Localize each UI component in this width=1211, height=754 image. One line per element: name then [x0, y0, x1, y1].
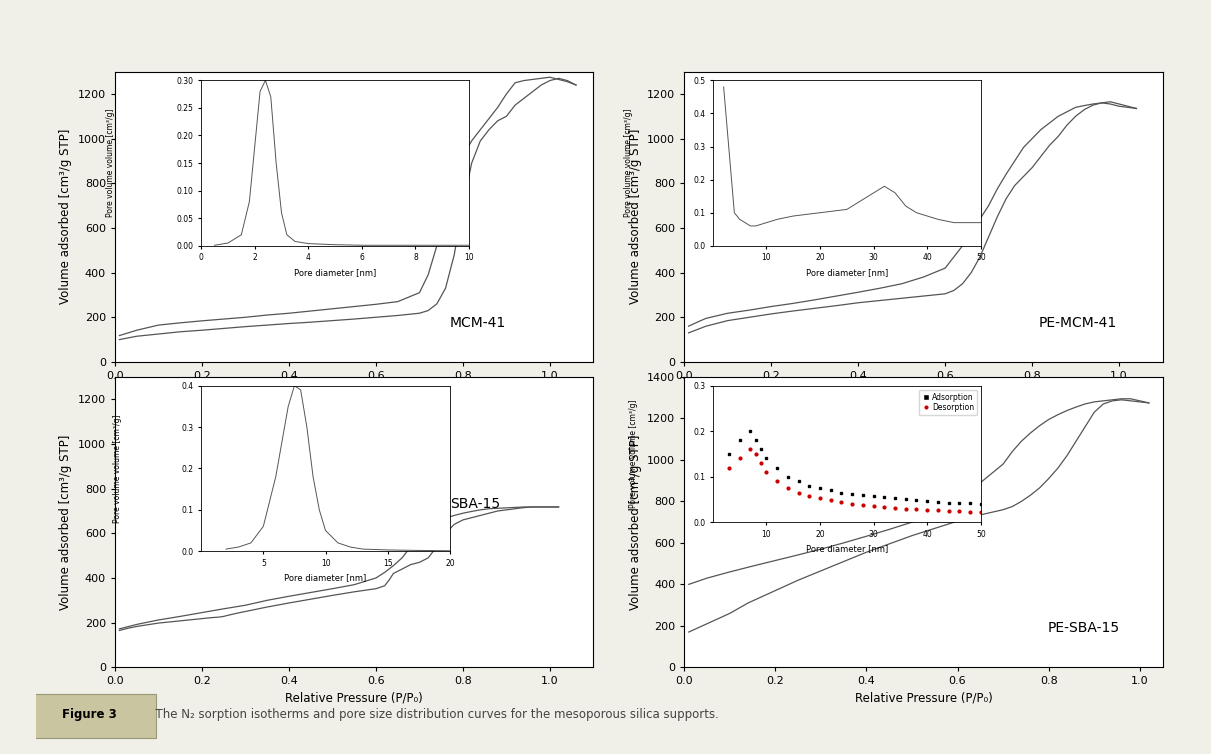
X-axis label: Relative Pressure (P/P₀): Relative Pressure (P/P₀) [855, 387, 992, 400]
Text: PE-MCM-41: PE-MCM-41 [1038, 316, 1117, 330]
Text: MCM-41: MCM-41 [449, 316, 506, 330]
Y-axis label: Volume adsorbed [cm³/g STP]: Volume adsorbed [cm³/g STP] [629, 434, 642, 610]
FancyBboxPatch shape [25, 694, 156, 737]
X-axis label: Relative Pressure (P/P₀): Relative Pressure (P/P₀) [855, 692, 992, 705]
Text: PE-SBA-15: PE-SBA-15 [1048, 621, 1120, 636]
Text: Figure 3: Figure 3 [63, 708, 117, 721]
Text: SBA-15: SBA-15 [449, 497, 500, 510]
X-axis label: Relative Pressure (P/P₀): Relative Pressure (P/P₀) [286, 387, 423, 400]
Y-axis label: Volume adsorbed [cm³/g STP]: Volume adsorbed [cm³/g STP] [629, 129, 642, 305]
X-axis label: Relative Pressure (P/P₀): Relative Pressure (P/P₀) [286, 692, 423, 705]
Y-axis label: Volume adsorbed [cm³/g STP]: Volume adsorbed [cm³/g STP] [59, 434, 73, 610]
Text: The N₂ sorption isotherms and pore size distribution curves for the mesoporous s: The N₂ sorption isotherms and pore size … [148, 708, 719, 721]
Y-axis label: Volume adsorbed [cm³/g STP]: Volume adsorbed [cm³/g STP] [59, 129, 73, 305]
